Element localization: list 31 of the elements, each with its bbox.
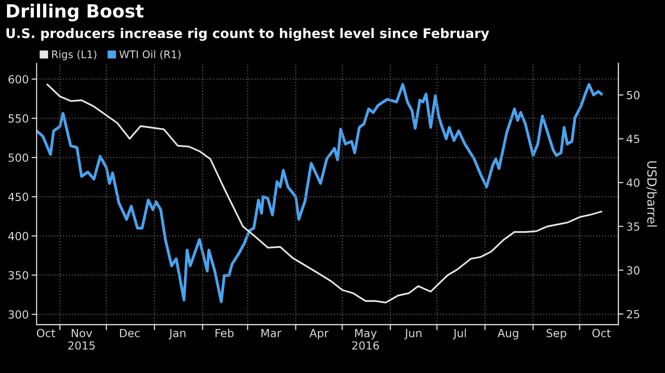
x-tick-label: Mar — [261, 329, 282, 338]
y2-tick-label: 30 — [626, 266, 640, 275]
y2-tick-label: 25 — [626, 310, 640, 318]
x-tick-label: Oct — [36, 328, 56, 338]
y-tick-label: 300 — [8, 310, 28, 319]
x-tick-label: Aug — [498, 329, 518, 340]
y-tick-label: 600 — [8, 75, 28, 84]
x-tick-label: Jul — [452, 328, 466, 340]
x-tick-label: Jun — [404, 329, 422, 340]
y2-tick-label: 35 — [626, 222, 640, 231]
y-tick-label: 350 — [8, 271, 28, 280]
x-tick-label: May 2016 — [352, 329, 379, 350]
chart-title: Drilling Boost — [6, 4, 144, 22]
chart-subtitle: U.S. producers increase rig count to highest level since February — [6, 28, 490, 41]
legend-label: WTI Oil (R1) — [119, 50, 181, 60]
x-tick-label: Oct — [592, 328, 611, 338]
x-tick-label: Dec — [120, 329, 140, 338]
y-tick-label: 500 — [8, 153, 28, 162]
x-tick-label: Sep — [546, 328, 566, 340]
x-tick-label: Jan — [168, 329, 186, 340]
y2-tick-label: 50 — [626, 90, 640, 100]
x-tick-label: Apr — [309, 329, 329, 340]
y2-tick-label: 40 — [626, 178, 640, 187]
y2-axis-title: USD/barrel — [646, 161, 657, 227]
x-tick-label: Feb — [216, 328, 234, 338]
y-tick-label: 450 — [8, 192, 28, 202]
y-tick-label: 400 — [8, 232, 28, 240]
y-tick-label: 550 — [8, 114, 28, 123]
legend-label: Rigs (L1) — [52, 50, 96, 60]
y2-tick-label: 45 — [626, 134, 640, 144]
x-tick-label: Nov 2015 — [68, 329, 95, 350]
